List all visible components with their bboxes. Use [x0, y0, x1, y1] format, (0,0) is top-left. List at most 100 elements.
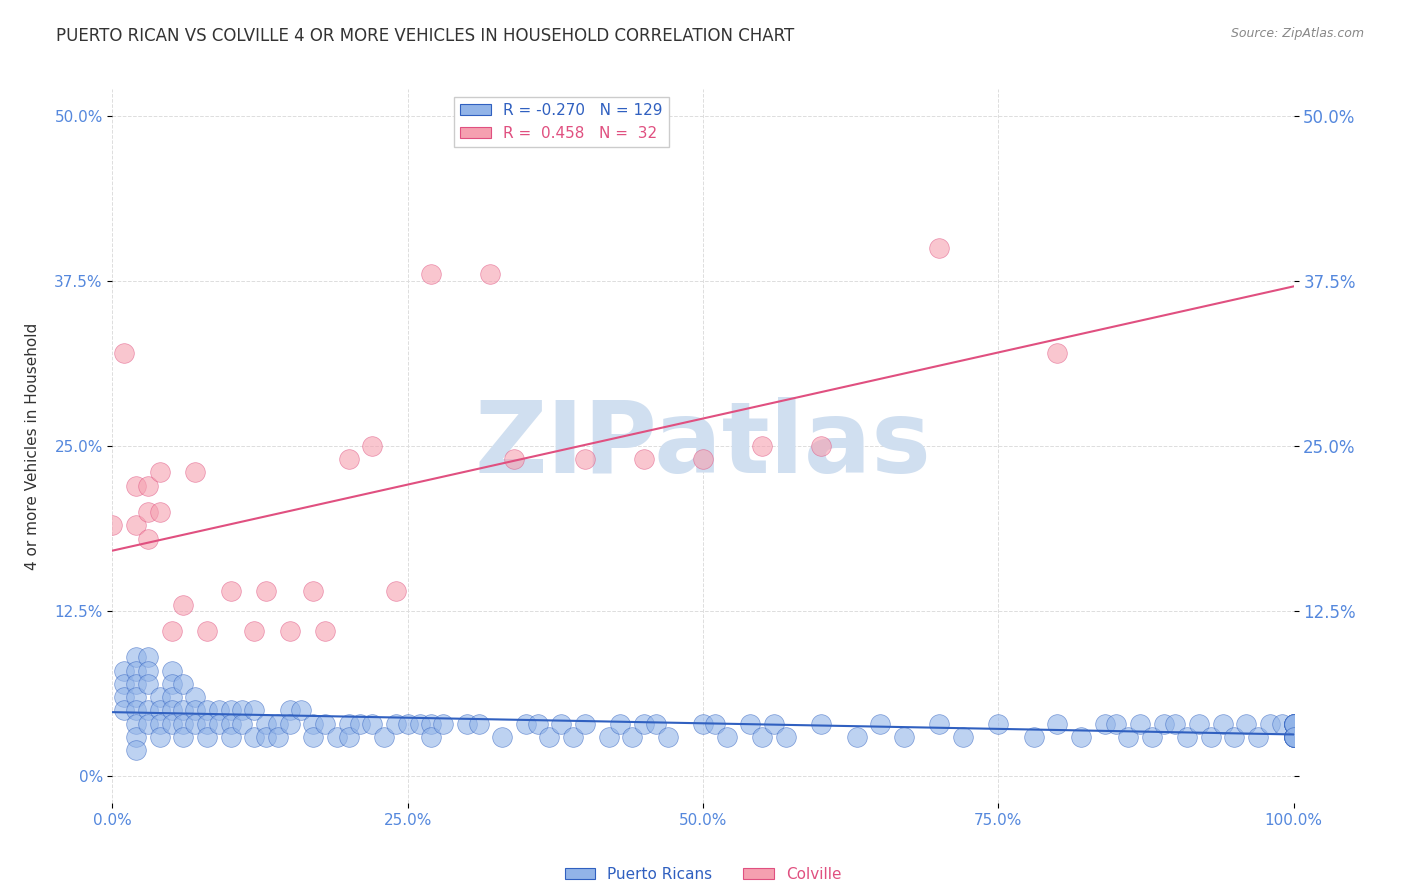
Point: [184, 716, 207, 731]
Point: [1105, 716, 1128, 731]
Point: [125, 650, 148, 665]
Point: [208, 703, 231, 717]
Point: [112, 346, 135, 360]
Point: [1175, 730, 1198, 744]
Point: [574, 716, 596, 731]
Point: [112, 690, 135, 704]
Point: [385, 584, 408, 599]
Point: [633, 452, 655, 467]
Point: [762, 716, 785, 731]
Point: [231, 703, 253, 717]
Point: [775, 730, 797, 744]
Text: Source: ZipAtlas.com: Source: ZipAtlas.com: [1230, 27, 1364, 40]
Point: [125, 478, 148, 492]
Point: [1271, 716, 1294, 731]
Point: [373, 730, 395, 744]
Point: [136, 478, 159, 492]
Point: [160, 690, 183, 704]
Point: [1247, 730, 1270, 744]
Point: [219, 730, 242, 744]
Point: [125, 664, 148, 678]
Point: [184, 690, 207, 704]
Point: [1282, 730, 1305, 744]
Y-axis label: 4 or more Vehicles in Household: 4 or more Vehicles in Household: [25, 322, 41, 570]
Point: [1234, 716, 1257, 731]
Point: [136, 532, 159, 546]
Point: [184, 466, 207, 480]
Point: [1282, 716, 1305, 731]
Point: [184, 703, 207, 717]
Point: [172, 703, 194, 717]
Point: [125, 743, 148, 757]
Point: [254, 730, 277, 744]
Point: [160, 716, 183, 731]
Point: [172, 716, 194, 731]
Point: [456, 716, 478, 731]
Point: [1282, 730, 1305, 744]
Point: [219, 716, 242, 731]
Point: [160, 664, 183, 678]
Point: [692, 452, 714, 467]
Point: [136, 505, 159, 519]
Point: [195, 730, 218, 744]
Point: [361, 439, 384, 453]
Point: [149, 730, 172, 744]
Point: [172, 730, 194, 744]
Point: [136, 677, 159, 691]
Point: [574, 452, 596, 467]
Point: [692, 716, 714, 731]
Point: [751, 439, 773, 453]
Point: [136, 664, 159, 678]
Point: [125, 690, 148, 704]
Point: [243, 624, 266, 638]
Point: [467, 716, 489, 731]
Point: [1199, 730, 1222, 744]
Point: [290, 703, 312, 717]
Point: [112, 703, 135, 717]
Point: [125, 677, 148, 691]
Point: [219, 584, 242, 599]
Point: [810, 716, 832, 731]
Point: [396, 716, 419, 731]
Point: [1094, 716, 1116, 731]
Point: [644, 716, 666, 731]
Point: [550, 716, 572, 731]
Point: [703, 716, 725, 731]
Point: [1282, 716, 1305, 731]
Point: [491, 730, 513, 744]
Point: [337, 452, 360, 467]
Point: [302, 584, 325, 599]
Point: [149, 716, 172, 731]
Point: [337, 730, 360, 744]
Point: [1046, 346, 1069, 360]
Point: [136, 650, 159, 665]
Point: [101, 518, 124, 533]
Point: [314, 624, 336, 638]
Point: [361, 716, 384, 731]
Point: [219, 703, 242, 717]
Point: [149, 466, 172, 480]
Point: [893, 730, 915, 744]
Point: [526, 716, 548, 731]
Point: [1070, 730, 1092, 744]
Point: [740, 716, 762, 731]
Point: [1212, 716, 1234, 731]
Point: [125, 730, 148, 744]
Point: [633, 716, 655, 731]
Point: [810, 439, 832, 453]
Point: [254, 584, 277, 599]
Point: [598, 730, 620, 744]
Point: [326, 730, 349, 744]
Point: [1282, 730, 1305, 744]
Point: [195, 716, 218, 731]
Point: [349, 716, 371, 731]
Point: [314, 716, 336, 731]
Point: [1046, 716, 1069, 731]
Point: [503, 452, 526, 467]
Point: [125, 518, 148, 533]
Point: [1188, 716, 1211, 731]
Text: PUERTO RICAN VS COLVILLE 4 OR MORE VEHICLES IN HOUSEHOLD CORRELATION CHART: PUERTO RICAN VS COLVILLE 4 OR MORE VEHIC…: [56, 27, 794, 45]
Point: [112, 677, 135, 691]
Point: [1282, 716, 1305, 731]
Point: [337, 716, 360, 731]
